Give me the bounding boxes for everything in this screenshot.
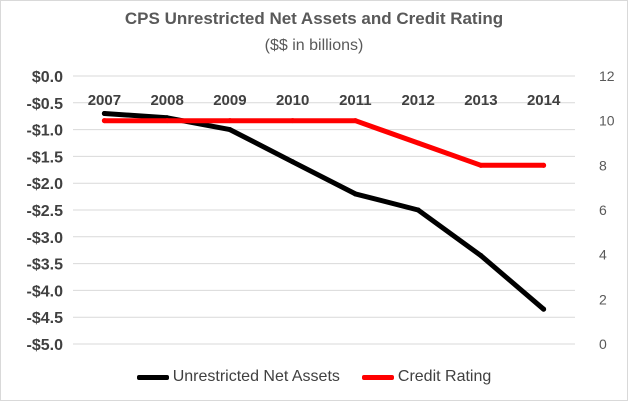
data-point (227, 127, 233, 133)
legend-item-net-assets: Unrestricted Net Assets (136, 368, 340, 386)
left-axis-tick-label: -$3.0 (27, 230, 64, 247)
left-axis-tick-label: -$1.5 (27, 149, 64, 166)
x-axis-tick-label: 2013 (464, 92, 497, 109)
legend-swatch-net-assets (136, 374, 169, 380)
left-axis-tick-label: -$1.0 (27, 123, 64, 140)
data-point (290, 159, 296, 165)
right-axis-tick-label: 2 (599, 291, 607, 307)
data-point (352, 118, 358, 124)
x-axis-tick-label: 2009 (213, 92, 246, 109)
data-point (352, 191, 358, 197)
right-axis-tick-label: 10 (599, 113, 615, 129)
x-axis-tick-label: 2011 (339, 92, 372, 109)
chart-title: CPS Unrestricted Net Assets and Credit R… (124, 9, 504, 28)
x-axis-tick-label: 2007 (88, 92, 121, 109)
data-point (541, 306, 547, 312)
right-axis-tick-label: 0 (599, 336, 607, 352)
x-axis-tick-label: 2014 (527, 92, 561, 109)
data-point (541, 162, 547, 168)
series-line-net-assets (101, 111, 547, 312)
data-point (478, 162, 484, 168)
right-axis-tick-label: 6 (599, 202, 607, 218)
data-point (164, 118, 170, 124)
data-point (227, 118, 233, 124)
data-point (290, 118, 296, 124)
chart-plot: $0.0 -$0.5 -$1.0 -$1.5 -$2.0 -$2.5 -$3.0 -$3.5 -… (27, 68, 615, 354)
chart-subtitle: ($$ in billions) (264, 37, 364, 54)
data-point (478, 253, 484, 259)
left-axis-tick-label: -$0.5 (27, 96, 64, 113)
data-point (415, 207, 421, 213)
legend-swatch-credit-rating (361, 374, 394, 380)
left-axis-tick-label: -$5.0 (27, 337, 64, 354)
left-axis-tick-label: $0.0 (32, 69, 63, 86)
left-axis-tick-label: -$4.5 (27, 310, 64, 327)
legend-label-credit-rating: Credit Rating (397, 368, 492, 385)
left-axis-ticks: $0.0 -$0.5 -$1.0 -$1.5 -$2.0 -$2.5 -$3.0 -$3.5 -… (27, 69, 64, 354)
legend: Unrestricted Net Assets Credit Rating (1, 368, 627, 386)
x-axis-tick-label: 2012 (401, 92, 434, 109)
left-axis-tick-label: -$4.0 (27, 283, 64, 300)
series-line-credit-rating (101, 118, 547, 168)
data-point (101, 111, 107, 117)
right-axis-ticks: 12 10 8 6 4 2 0 (599, 68, 615, 352)
x-axis-category-labels: 2007 2008 2009 2010 2011 2012 2013 2014 (88, 92, 561, 109)
data-point (101, 118, 107, 124)
right-axis-tick-label: 8 (599, 157, 607, 173)
legend-item-credit-rating: Credit Rating (361, 368, 492, 386)
left-axis-tick-label: -$3.5 (27, 257, 64, 274)
right-axis-tick-label: 4 (599, 247, 607, 263)
series-lines (101, 111, 547, 312)
x-axis-tick-label: 2010 (276, 92, 309, 109)
legend-label-net-assets: Unrestricted Net Assets (172, 368, 340, 385)
left-axis-tick-label: -$2.5 (27, 203, 64, 220)
right-axis-tick-label: 12 (599, 68, 615, 84)
left-axis-tick-label: -$2.0 (27, 176, 64, 193)
data-point (415, 140, 421, 146)
x-axis-tick-label: 2008 (150, 92, 183, 109)
